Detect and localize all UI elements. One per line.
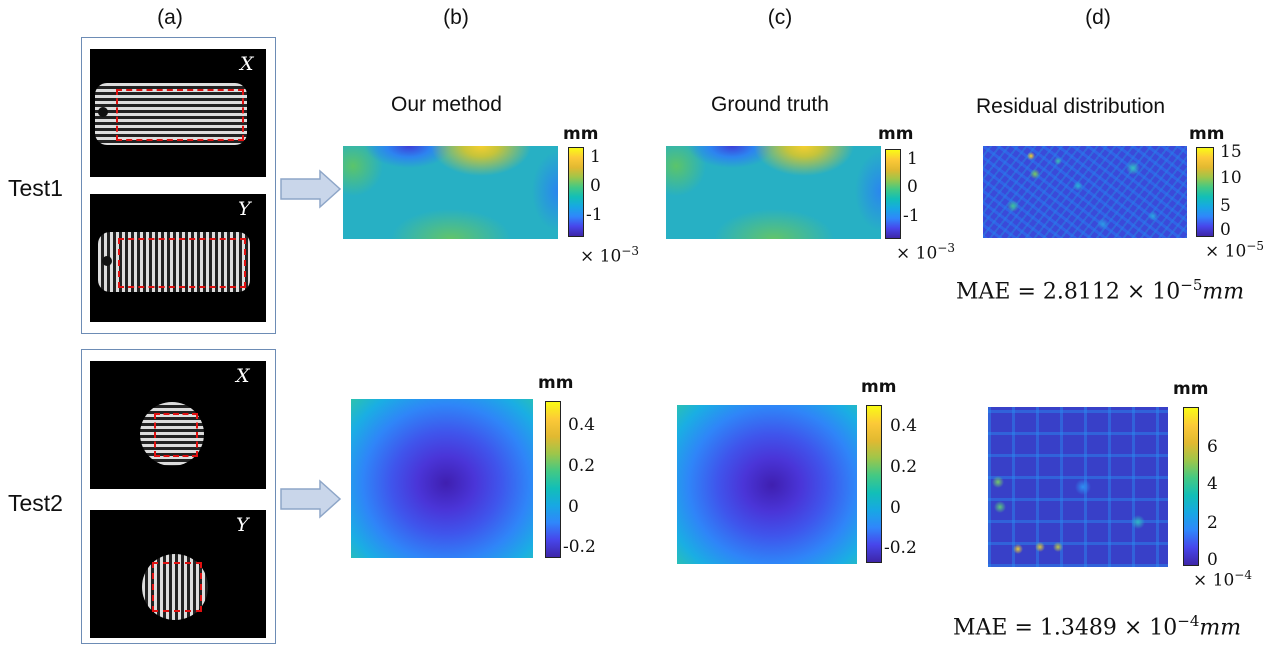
colorbar-tick: 0.2 xyxy=(890,457,918,477)
colorbar-scale: × 10−5 xyxy=(1205,239,1264,262)
test2-truth-colorbar xyxy=(866,405,882,563)
colorbar-tick: -0.2 xyxy=(884,538,917,558)
colorbar-unit: mm xyxy=(878,124,914,144)
scale-text: × 10 xyxy=(580,246,622,267)
mae-text: MAE = 2.8112 × 10 xyxy=(956,279,1181,305)
mae-unit: mm xyxy=(1199,615,1242,641)
test1-fringe-x-image: X xyxy=(90,49,266,177)
test2-ours-map xyxy=(351,399,533,558)
colorbar-unit: mm xyxy=(538,373,574,393)
fringe-x-tag: X xyxy=(236,365,250,387)
test1-truth-map xyxy=(666,146,881,239)
test1-truth-colorbar xyxy=(885,149,901,239)
colorbar-scale: × 10−4 xyxy=(1193,568,1252,591)
arrow-right-icon xyxy=(280,479,342,519)
colorbar-unit: mm xyxy=(563,124,599,144)
colorbar-tick: 15 xyxy=(1220,142,1242,162)
test1-residual-map xyxy=(983,146,1187,238)
roi-dashed-box xyxy=(116,89,244,141)
colorbar-tick: -0.2 xyxy=(563,537,596,557)
colorbar-tick: 0 xyxy=(568,497,579,517)
column-label-b: (b) xyxy=(443,6,469,29)
colorbar-tick: 0 xyxy=(1220,220,1231,240)
scale-text: × 10 xyxy=(896,243,938,264)
scale-text: × 10 xyxy=(1205,241,1247,262)
colorbar-tick: 0 xyxy=(590,176,601,196)
test2-mae: MAE = 1.3489 × 10−4mm xyxy=(953,612,1241,640)
colorbar-tick: 10 xyxy=(1220,168,1242,188)
title-our-method: Our method xyxy=(391,93,502,116)
column-label-c: (c) xyxy=(767,6,793,29)
colorbar-tick: -1 xyxy=(903,206,920,226)
scale-exponent: −3 xyxy=(937,241,955,255)
row-label-test2: Test2 xyxy=(8,490,63,516)
test1-ours-colorbar xyxy=(568,147,584,237)
fringe-x-tag: X xyxy=(240,53,254,75)
colorbar-tick: -1 xyxy=(586,205,603,225)
scale-text: × 10 xyxy=(1193,570,1235,591)
scale-exponent: −5 xyxy=(1246,239,1264,253)
colorbar-tick: 2 xyxy=(1207,513,1218,533)
colorbar-tick: 4 xyxy=(1207,474,1218,494)
colorbar-unit: mm xyxy=(861,377,897,397)
roi-dashed-box xyxy=(154,413,198,457)
colorbar-tick: 1 xyxy=(590,147,601,167)
test1-residual-colorbar xyxy=(1196,147,1214,237)
scale-exponent: −3 xyxy=(621,244,639,258)
colorbar-tick: 5 xyxy=(1220,196,1231,216)
colorbar-tick: 0 xyxy=(907,177,918,197)
test2-fringe-y-image: Y xyxy=(90,510,266,638)
scale-exponent: −4 xyxy=(1234,568,1252,582)
test2-ours-colorbar xyxy=(545,401,561,558)
colorbar-unit: mm xyxy=(1173,379,1209,399)
fringe-y-tag: Y xyxy=(236,514,249,536)
colorbar-tick: 0.4 xyxy=(568,415,596,435)
title-ground-truth: Ground truth xyxy=(711,93,829,116)
colorbar-scale: × 10−3 xyxy=(896,241,955,264)
colorbar-tick: 0.4 xyxy=(890,416,918,436)
column-label-d: (d) xyxy=(1085,6,1111,29)
column-label-a: (a) xyxy=(157,6,183,29)
test2-fringe-x-image: X xyxy=(90,361,266,489)
colorbar-tick: 0 xyxy=(1207,550,1218,570)
test2-residual-map xyxy=(988,407,1168,567)
colorbar-unit: mm xyxy=(1189,124,1225,144)
row-label-test1: Test1 xyxy=(8,175,63,201)
fringe-y-tag: Y xyxy=(238,198,251,220)
test1-ours-map xyxy=(343,146,558,239)
test1-input-panel: X Y xyxy=(81,37,276,334)
roi-dashed-box xyxy=(118,238,246,288)
mae-text: MAE = 1.3489 × 10 xyxy=(953,615,1178,641)
colorbar-scale: × 10−3 xyxy=(580,244,639,267)
mae-exponent: −4 xyxy=(1177,612,1200,630)
colorbar-tick: 0 xyxy=(890,498,901,518)
test2-residual-colorbar xyxy=(1183,407,1199,566)
test1-fringe-y-image: Y xyxy=(90,194,266,322)
colorbar-tick: 6 xyxy=(1207,437,1218,457)
arrow-right-icon xyxy=(280,169,342,209)
roi-dashed-box xyxy=(152,562,202,612)
colorbar-tick: 1 xyxy=(907,149,918,169)
colorbar-tick: 0.2 xyxy=(568,456,596,476)
mae-unit: mm xyxy=(1202,279,1245,305)
test1-mae: MAE = 2.8112 × 10−5mm xyxy=(956,276,1244,304)
title-residual: Residual distribution xyxy=(976,95,1166,118)
test2-input-panel: X Y xyxy=(81,349,276,644)
test2-truth-map xyxy=(677,405,857,564)
mae-exponent: −5 xyxy=(1180,276,1203,294)
